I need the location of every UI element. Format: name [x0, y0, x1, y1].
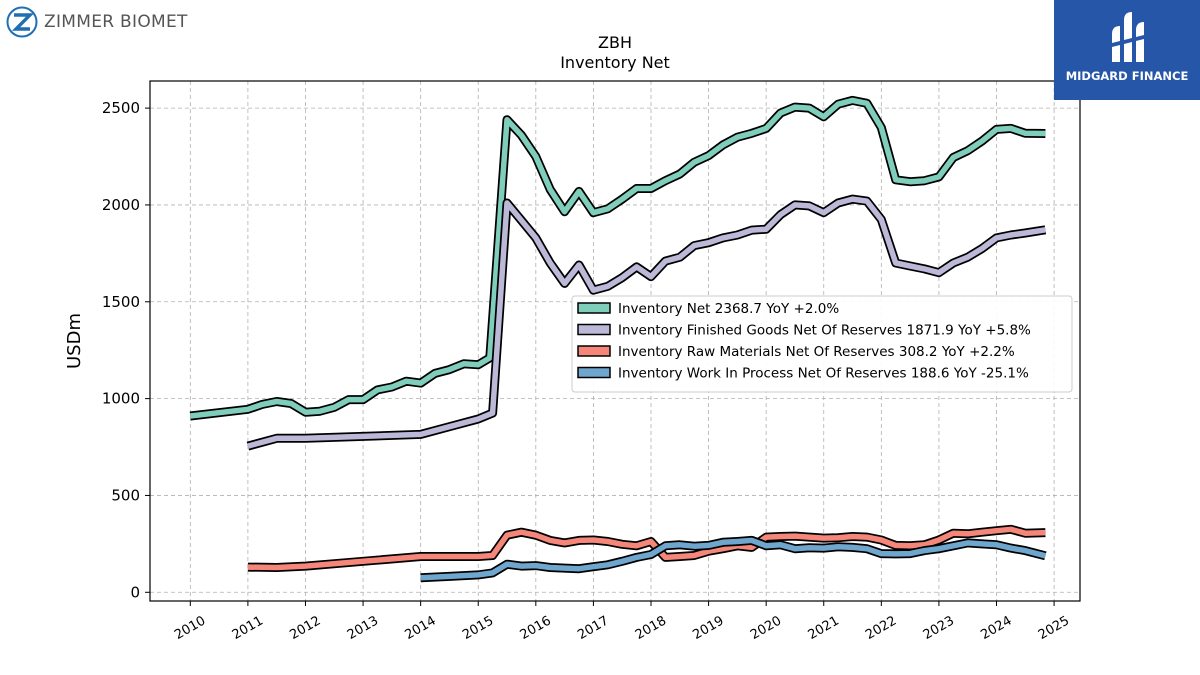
- x-tick-label: 2016: [518, 613, 554, 643]
- x-tick-label: 2024: [978, 613, 1014, 643]
- series-inventory-raw-materials-net-of-reserves-line: [247, 526, 1046, 571]
- legend-entry: Inventory Work In Process Net Of Reserve…: [618, 366, 1029, 382]
- midgard-finance-logo-icon: [1054, 0, 1200, 100]
- x-tick-label: 2011: [230, 613, 266, 643]
- y-tick-label: 1500: [102, 293, 140, 311]
- x-tick-label: 2015: [460, 613, 496, 643]
- midgard-finance-badge: MIDGARD FINANCE: [1054, 0, 1200, 100]
- x-tick-label: 2023: [921, 613, 957, 643]
- legend-swatch: [577, 345, 611, 357]
- legend-entry: Inventory Net 2368.7 YoY +2.0%: [618, 301, 839, 317]
- y-tick-label: 1000: [102, 390, 140, 408]
- partner-name: MIDGARD FINANCE: [1065, 69, 1189, 83]
- x-tick-label: 2014: [402, 613, 438, 643]
- company-brand: ZIMMER BIOMET: [6, 6, 188, 38]
- y-tick-label: 2000: [102, 196, 140, 214]
- plot-frame: [149, 80, 1081, 602]
- legend-box: [571, 295, 1073, 393]
- series-inventory-work-in-process-net-of-reserves-line: [420, 537, 1047, 581]
- legend: Inventory Net 2368.7 YoY +2.0% Inventory …: [571, 295, 1073, 393]
- x-tick-label: 2019: [690, 613, 726, 643]
- zimmer-biomet-logo-icon: [6, 6, 38, 38]
- legend-swatch: [577, 366, 611, 379]
- legend-entry: Inventory Finished Goods Net Of Reserves…: [618, 323, 1031, 339]
- company-name: ZIMMER BIOMET: [44, 12, 188, 32]
- y-axis-label: USDm: [64, 313, 85, 369]
- y-tick-label: 2500: [102, 99, 140, 117]
- x-tick-label: 2010: [172, 613, 208, 643]
- x-tick-label: 2021: [806, 613, 842, 643]
- x-tick-label: 2013: [345, 613, 381, 643]
- x-tick-label: 2012: [287, 613, 323, 643]
- series-inventory-finished-goods-net-of-reserves-line: [247, 196, 1046, 449]
- x-tick-label: 2025: [1036, 613, 1072, 643]
- x-tick-label: 2018: [633, 613, 669, 643]
- y-tick-label: 0: [130, 583, 140, 601]
- chart-title: ZBH: [598, 33, 632, 52]
- y-tick-label: 500: [111, 486, 140, 504]
- series-inventory-net-line: [189, 97, 1046, 419]
- legend-swatch: [577, 302, 611, 314]
- x-tick-label: 2020: [748, 613, 784, 643]
- chart-subtitle: Inventory Net: [560, 53, 670, 72]
- legend-entry: Inventory Raw Materials Net Of Reserves …: [618, 344, 1015, 360]
- x-tick-label: 2017: [575, 613, 611, 643]
- legend-swatch: [577, 323, 611, 336]
- x-tick-label: 2022: [863, 613, 899, 643]
